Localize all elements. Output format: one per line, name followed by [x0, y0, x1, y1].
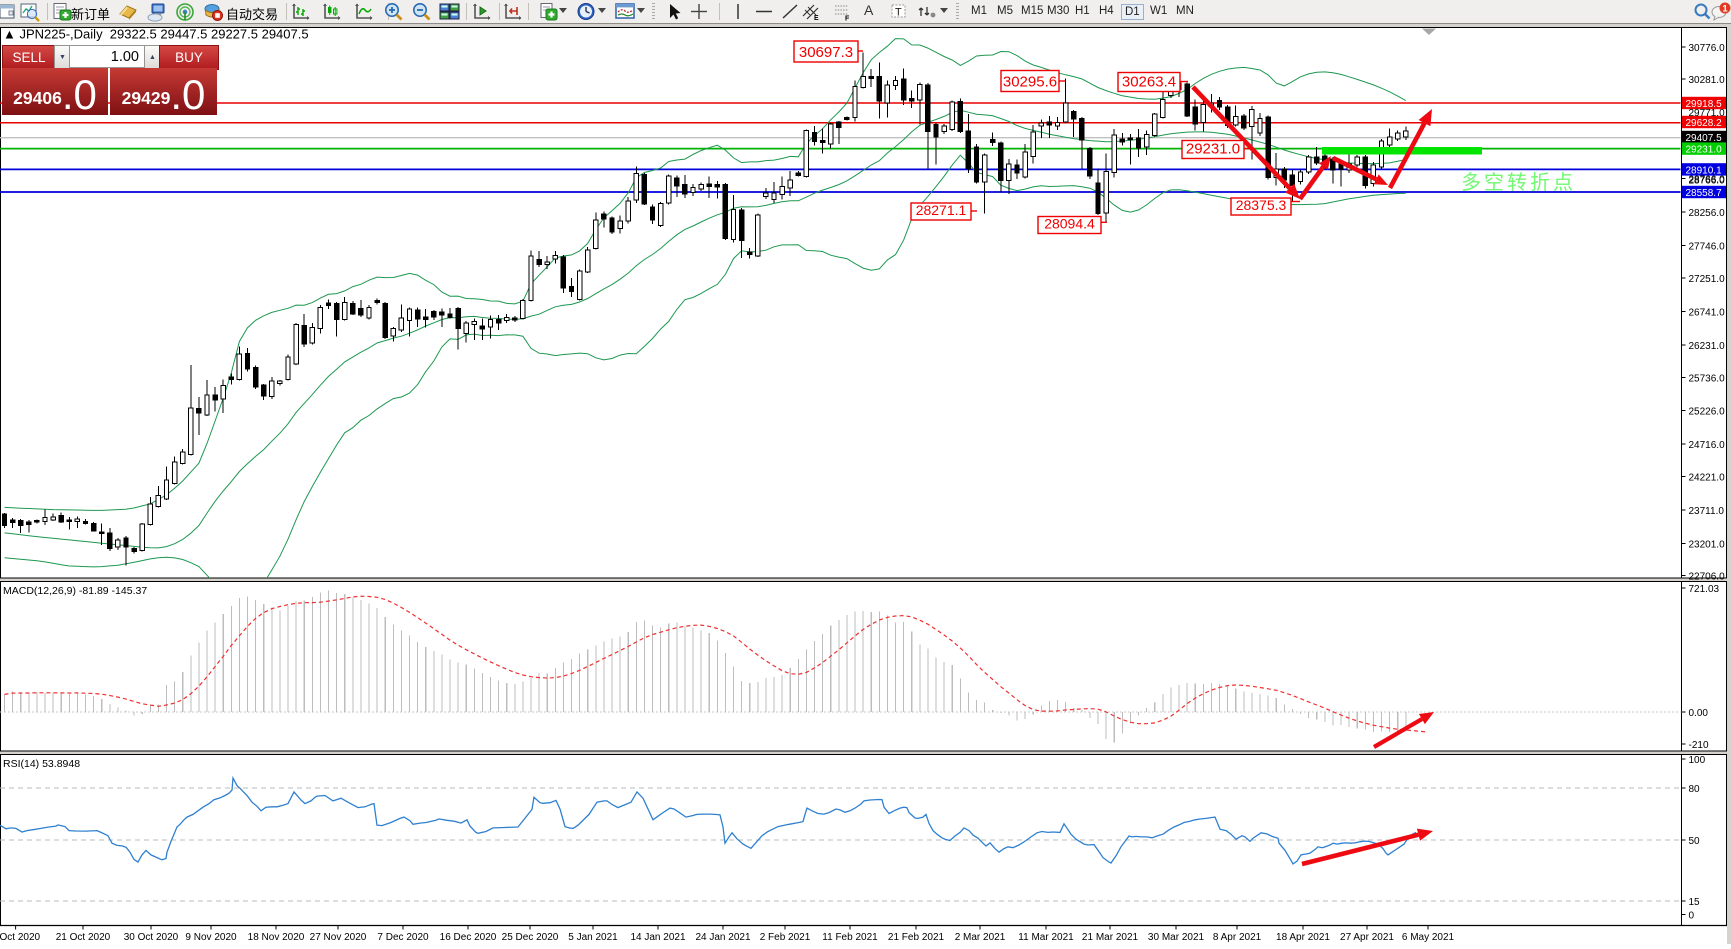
- svg-text:27251.0: 27251.0: [1689, 274, 1726, 285]
- svg-text:2 Feb 2021: 2 Feb 2021: [760, 932, 811, 943]
- svg-text:30 Oct 2020: 30 Oct 2020: [124, 932, 179, 943]
- svg-text:29771.0: 29771.0: [1689, 108, 1726, 119]
- svg-text:30 Mar 2021: 30 Mar 2021: [1148, 932, 1205, 943]
- svg-text:28910.1: 28910.1: [1686, 165, 1723, 176]
- svg-text:16 Dec 2020: 16 Dec 2020: [440, 932, 497, 943]
- svg-text:30295.6: 30295.6: [1003, 74, 1057, 91]
- svg-text:11 Mar 2021: 11 Mar 2021: [1018, 932, 1074, 943]
- svg-text:2 Oct 2020: 2 Oct 2020: [0, 932, 40, 943]
- svg-text:29231.0: 29231.0: [1186, 141, 1240, 158]
- svg-text:2 Mar 2021: 2 Mar 2021: [955, 932, 1006, 943]
- svg-text:721.03: 721.03: [1689, 584, 1720, 595]
- svg-text:28271.1: 28271.1: [916, 202, 967, 218]
- svg-text:▲ JPN225-,Daily 29322.5 29447: ▲ JPN225-,Daily 29322.5 29447.5 29227.5 …: [3, 27, 309, 42]
- svg-text:24716.0: 24716.0: [1689, 440, 1726, 451]
- svg-text:28094.4: 28094.4: [1044, 216, 1095, 232]
- svg-text:25 Dec 2020: 25 Dec 2020: [502, 932, 559, 943]
- svg-text:25736.0: 25736.0: [1689, 373, 1726, 384]
- svg-text:8 Apr 2021: 8 Apr 2021: [1213, 932, 1262, 943]
- svg-text:28766.0: 28766.0: [1689, 175, 1726, 186]
- svg-text:21 Feb 2021: 21 Feb 2021: [888, 932, 945, 943]
- svg-text:7 Dec 2020: 7 Dec 2020: [377, 932, 429, 943]
- svg-text:14 Jan 2021: 14 Jan 2021: [630, 932, 685, 943]
- svg-text:27 Apr 2021: 27 Apr 2021: [1340, 932, 1394, 943]
- svg-text:T: T: [895, 7, 902, 19]
- svg-text:18 Nov 2020: 18 Nov 2020: [248, 932, 305, 943]
- svg-text:F: F: [845, 16, 850, 23]
- svg-text:23711.0: 23711.0: [1689, 506, 1725, 517]
- svg-text:30697.3: 30697.3: [799, 44, 853, 61]
- svg-text:E: E: [814, 15, 819, 22]
- svg-text:22706.0: 22706.0: [1689, 572, 1726, 583]
- svg-text:30776.0: 30776.0: [1689, 43, 1726, 54]
- svg-text:24221.0: 24221.0: [1689, 473, 1726, 484]
- svg-text:28375.3: 28375.3: [1236, 197, 1287, 213]
- svg-text:RSI(14) 53.8948: RSI(14) 53.8948: [3, 758, 80, 770]
- svg-text:6 May 2021: 6 May 2021: [1402, 932, 1455, 943]
- svg-text:23201.0: 23201.0: [1689, 540, 1726, 551]
- svg-text:28766.0: 28766.0: [1689, 175, 1726, 186]
- svg-text:26741.0: 26741.0: [1689, 307, 1726, 318]
- svg-text:80: 80: [1689, 784, 1701, 795]
- svg-text:30263.4: 30263.4: [1122, 74, 1176, 91]
- svg-text:25226.0: 25226.0: [1689, 407, 1726, 418]
- svg-text:100: 100: [1689, 755, 1706, 766]
- svg-text:5 Jan 2021: 5 Jan 2021: [568, 932, 618, 943]
- svg-text:50: 50: [1689, 836, 1701, 847]
- svg-text:9 Nov 2020: 9 Nov 2020: [185, 932, 237, 943]
- svg-text:27 Nov 2020: 27 Nov 2020: [310, 932, 367, 943]
- svg-text:15: 15: [1689, 897, 1701, 908]
- svg-text:24 Jan 2021: 24 Jan 2021: [695, 932, 750, 943]
- svg-text:30281.0: 30281.0: [1689, 75, 1726, 86]
- svg-text:MACD(12,26,9) -81.89 -145.37: MACD(12,26,9) -81.89 -145.37: [3, 585, 147, 597]
- svg-text:21 Oct 2020: 21 Oct 2020: [56, 932, 111, 943]
- svg-text:29231.0: 29231.0: [1686, 145, 1723, 156]
- svg-text:28558.7: 28558.7: [1686, 188, 1723, 199]
- svg-text:28256.0: 28256.0: [1689, 208, 1726, 219]
- svg-text:0.00: 0.00: [1689, 708, 1709, 719]
- svg-text:1: 1: [1722, 4, 1728, 15]
- svg-text:27746.0: 27746.0: [1689, 241, 1726, 252]
- svg-text:21 Mar 2021: 21 Mar 2021: [1082, 932, 1139, 943]
- svg-text:-210: -210: [1689, 740, 1709, 751]
- svg-text:多空转折点: 多空转折点: [1461, 171, 1576, 194]
- svg-text:0: 0: [1689, 910, 1695, 921]
- svg-text:18 Apr 2021: 18 Apr 2021: [1276, 932, 1330, 943]
- svg-text:29628.2: 29628.2: [1686, 118, 1723, 129]
- svg-text:29407.5: 29407.5: [1686, 133, 1723, 144]
- svg-text:29918.5: 29918.5: [1686, 99, 1723, 110]
- svg-text:26231.0: 26231.0: [1689, 341, 1726, 352]
- svg-text:11 Feb 2021: 11 Feb 2021: [822, 932, 878, 943]
